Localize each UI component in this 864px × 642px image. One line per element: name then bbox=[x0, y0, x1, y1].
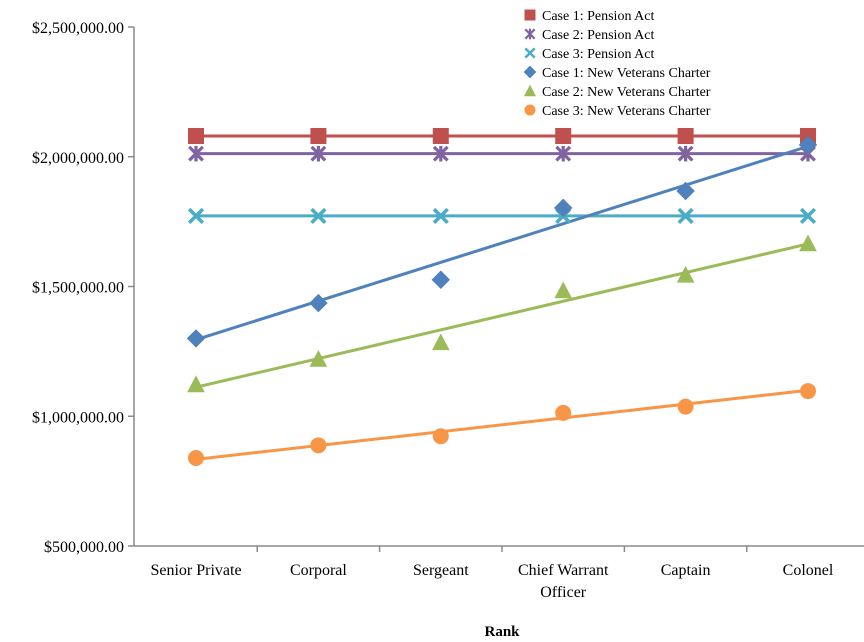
data-point bbox=[677, 398, 694, 415]
x-tick-label: Sergeant bbox=[413, 562, 469, 579]
legend-marker bbox=[524, 104, 536, 116]
data-point bbox=[431, 270, 450, 289]
data-point bbox=[798, 135, 818, 155]
y-axis-ticks: $500,000.00 $1,000,000.00 $1,500,000.00 $2,… bbox=[32, 20, 134, 556]
data-point bbox=[676, 181, 695, 201]
data-point bbox=[310, 145, 327, 162]
legend-label: Case 2: Pension Act bbox=[542, 28, 654, 43]
data-point bbox=[188, 127, 204, 144]
data-point bbox=[799, 207, 817, 224]
data-markers bbox=[186, 127, 818, 467]
data-point bbox=[310, 127, 327, 144]
series-trend-line bbox=[195, 242, 809, 389]
legend-marker bbox=[523, 84, 537, 97]
series-trend-line bbox=[195, 144, 809, 342]
y-tick-label: $2,500,000.00 bbox=[32, 20, 124, 37]
data-point bbox=[677, 127, 694, 144]
data-point bbox=[432, 145, 449, 162]
y-tick-label: $1,500,000.00 bbox=[32, 280, 124, 297]
data-point bbox=[554, 198, 573, 218]
legend-label: Case 1: New Veterans Charter bbox=[542, 66, 711, 81]
series-trend-line bbox=[195, 388, 809, 461]
trend-lines bbox=[195, 134, 809, 461]
data-point bbox=[677, 145, 694, 162]
legend-label: Case 3: Pension Act bbox=[542, 47, 654, 62]
data-point bbox=[309, 293, 328, 313]
data-point bbox=[554, 281, 572, 299]
legend-marker bbox=[524, 47, 536, 59]
axes bbox=[133, 27, 864, 547]
data-point bbox=[187, 375, 205, 393]
data-point bbox=[187, 207, 205, 224]
x-axis-title: Rank bbox=[484, 624, 520, 640]
data-point bbox=[432, 207, 449, 224]
data-point bbox=[188, 145, 204, 162]
data-point bbox=[188, 450, 204, 467]
x-axis-ticks: Senior Private Corporal Sergeant Chief Warr… bbox=[150, 546, 834, 601]
y-tick-label: $1,000,000.00 bbox=[32, 409, 124, 426]
data-point bbox=[799, 234, 817, 252]
legend: Case 1: Pension Act Case 2: Pension Act Ca… bbox=[523, 9, 711, 119]
legend-label: Case 2: New Veterans Charter bbox=[542, 85, 711, 100]
legend-label: Case 3: New Veterans Charter bbox=[542, 104, 711, 119]
legend-label: Case 1: Pension Act bbox=[542, 9, 654, 24]
x-tick-label: Corporal bbox=[290, 562, 347, 579]
x-tick-label: Captain bbox=[661, 562, 711, 579]
data-point bbox=[677, 207, 694, 224]
data-point bbox=[309, 349, 328, 367]
data-point bbox=[432, 333, 450, 351]
x-tick-label: Senior Private bbox=[150, 562, 241, 579]
y-tick-label: $500,000.00 bbox=[44, 539, 124, 556]
data-point bbox=[310, 207, 327, 224]
legend-marker bbox=[524, 9, 536, 21]
data-point bbox=[800, 383, 816, 400]
data-point bbox=[310, 437, 327, 454]
legend-marker bbox=[523, 65, 537, 79]
x-tick-label: Chief Warrant Officer bbox=[518, 562, 609, 601]
data-point bbox=[432, 428, 449, 445]
y-tick-label: $2,000,000.00 bbox=[32, 150, 124, 167]
data-point bbox=[555, 127, 572, 144]
data-point bbox=[186, 329, 206, 348]
data-point bbox=[676, 265, 695, 283]
data-point bbox=[432, 127, 449, 144]
legend-marker bbox=[524, 28, 536, 40]
x-tick-label: Colonel bbox=[783, 562, 834, 579]
data-point bbox=[555, 145, 572, 162]
data-point bbox=[555, 404, 572, 421]
